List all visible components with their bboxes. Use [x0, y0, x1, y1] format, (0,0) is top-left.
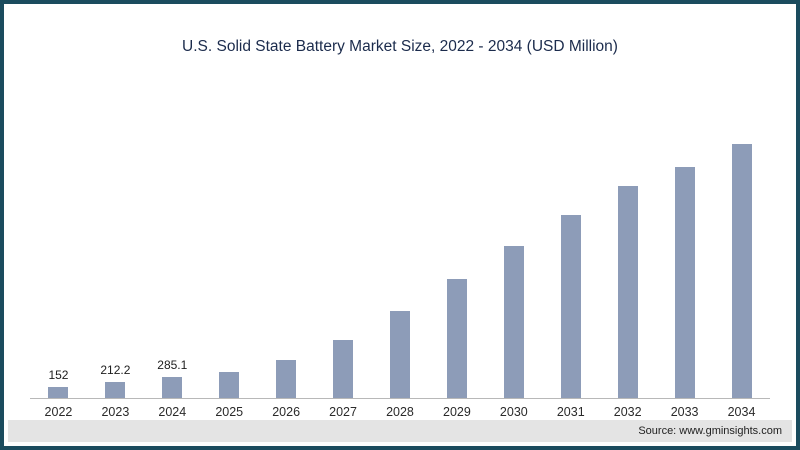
- bar: [389, 311, 410, 398]
- x-axis-labels: 2022 2023 2024 2025 2026 2027 2028 2029 2030 2031…: [30, 405, 770, 419]
- bar-value-label: 285.1: [157, 358, 188, 372]
- bar-column: 285.1: [144, 358, 201, 398]
- bar-column: [315, 321, 372, 398]
- bar-column: [258, 341, 315, 398]
- bar-column: 152: [30, 368, 87, 398]
- bar: [503, 246, 524, 398]
- bar: [617, 186, 638, 398]
- x-axis-label: 2028: [386, 405, 414, 419]
- x-axis-label: 2033: [670, 405, 699, 419]
- bar-column: [485, 227, 542, 398]
- bar-column: [713, 125, 770, 398]
- x-axis-label: 2022: [44, 405, 73, 419]
- footer-band: Source: www.gminsights.com: [8, 420, 792, 442]
- bar-column: [599, 167, 656, 398]
- bar-column: [542, 196, 599, 398]
- bar-column: [372, 292, 429, 398]
- chart-title: U.S. Solid State Battery Market Size, 20…: [182, 38, 618, 55]
- bar-column: [656, 148, 713, 398]
- x-axis-label: 2032: [613, 405, 642, 419]
- source-text: Source: www.gminsights.com: [638, 425, 782, 437]
- x-axis-label: 2029: [443, 405, 471, 419]
- x-axis-label: 2034: [727, 405, 756, 419]
- bar-column: [201, 353, 258, 398]
- bar-column: 212.2: [87, 363, 144, 398]
- bar-value-label: 212.2: [100, 363, 131, 377]
- bar: [276, 360, 297, 398]
- bar: [219, 372, 240, 398]
- plot-area: 152 212.2 285.1: [30, 92, 770, 399]
- bar: [48, 387, 69, 398]
- x-axis-label: 2026: [272, 405, 301, 419]
- bar: [333, 340, 354, 398]
- x-axis-label: 2024: [158, 405, 187, 419]
- x-axis-label: 2030: [499, 405, 528, 419]
- bar: [162, 377, 183, 398]
- bar-column: [428, 260, 485, 398]
- chart-area: 152 212.2 285.1 2022 2023 2024 2025 2026 2027 20…: [30, 92, 770, 419]
- bar: [731, 144, 752, 398]
- x-axis-label: 2031: [556, 405, 585, 419]
- bar: [105, 382, 126, 398]
- x-axis-label: 2023: [101, 405, 130, 419]
- x-axis-label: 2025: [215, 405, 244, 419]
- bar: [560, 215, 581, 398]
- bar: [674, 167, 695, 398]
- bar-value-label: 152: [48, 368, 69, 382]
- bar: [446, 279, 467, 398]
- x-axis-label: 2027: [329, 405, 357, 419]
